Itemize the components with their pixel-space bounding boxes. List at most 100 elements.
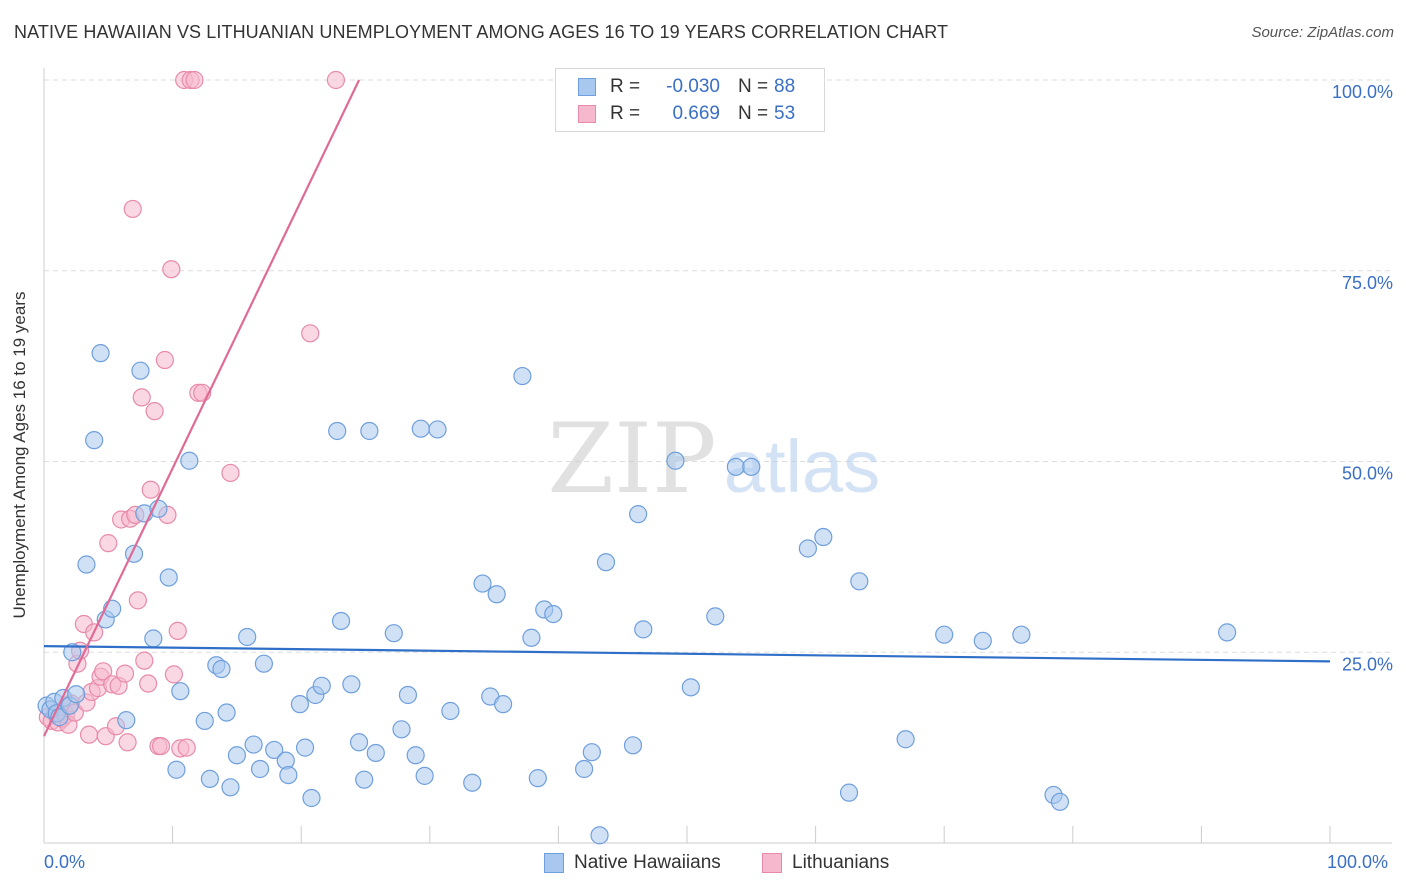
point-native-hawaiian xyxy=(590,826,609,845)
point-native-hawaiian xyxy=(171,682,190,701)
point-native-hawaiian xyxy=(366,743,385,763)
point-native-hawaiian xyxy=(522,628,541,647)
point-native-hawaiian xyxy=(1218,623,1237,642)
point-native-hawaiian xyxy=(473,574,492,593)
point-native-hawaiian xyxy=(582,743,601,762)
watermark: ZIP atlas xyxy=(547,403,880,515)
point-native-hawaiian xyxy=(117,711,136,730)
point-native-hawaiian xyxy=(254,654,274,673)
point-native-hawaiian xyxy=(200,769,219,789)
trendline-lithuanians xyxy=(43,79,361,737)
point-native-hawaiian xyxy=(463,773,482,792)
y-tick-label: 75.0% xyxy=(1342,273,1393,293)
point-native-hawaiian xyxy=(342,675,361,694)
point-lithuanian xyxy=(79,725,99,744)
point-native-hawaiian xyxy=(973,631,992,650)
point-native-hawaiian xyxy=(302,788,321,808)
point-native-hawaiian xyxy=(575,759,594,779)
point-native-hawaiian xyxy=(441,701,460,721)
point-lithuanian xyxy=(118,733,137,752)
point-native-hawaiian xyxy=(634,620,653,639)
legend-n-label: N = xyxy=(738,76,769,97)
legend-r-label: R = xyxy=(610,76,641,97)
legend-r-value: 0.669 xyxy=(672,103,720,124)
point-native-hawaiian xyxy=(544,604,563,624)
point-lithuanian xyxy=(164,665,183,684)
y-tick-labels: 25.0% 50.0% 75.0% 100.0% xyxy=(1332,82,1393,674)
point-native-hawaiian xyxy=(398,685,418,705)
point-lithuanian xyxy=(99,534,118,553)
point-native-hawaiian xyxy=(487,585,506,604)
point-native-hawaiian xyxy=(67,685,86,704)
point-lithuanian xyxy=(132,388,151,407)
legend-r-value: -0.030 xyxy=(666,76,720,97)
point-native-hawaiian xyxy=(392,720,411,739)
point-native-hawaiian xyxy=(221,778,240,797)
point-native-hawaiian xyxy=(77,555,96,574)
legend-swatch-pink xyxy=(578,105,596,123)
point-native-hawaiian xyxy=(159,568,178,587)
point-native-hawaiian xyxy=(411,419,430,438)
point-lithuanian xyxy=(94,662,113,681)
point-native-hawaiian xyxy=(1050,792,1070,811)
point-native-hawaiian xyxy=(244,735,263,754)
legend-row-lithuanians: R = 0.669 N = 53 xyxy=(578,102,795,126)
point-native-hawaiian xyxy=(623,736,643,755)
trendline-native-hawaiians xyxy=(43,645,1331,663)
point-lithuanian xyxy=(115,664,135,683)
point-native-hawaiian xyxy=(290,695,310,714)
point-lithuanian xyxy=(123,199,142,219)
point-native-hawaiian xyxy=(238,627,257,647)
point-native-hawaiian xyxy=(355,770,374,789)
point-native-hawaiian xyxy=(681,678,700,697)
point-native-hawaiian xyxy=(144,629,163,648)
point-lithuanian xyxy=(141,480,160,499)
legend-r-label: R = xyxy=(610,103,641,124)
point-native-hawaiian xyxy=(279,765,298,785)
point-native-hawaiian xyxy=(349,733,369,752)
legend-n-value: 53 xyxy=(774,103,796,124)
point-lithuanian xyxy=(185,70,204,90)
point-native-hawaiian xyxy=(528,769,547,788)
legend-row-native-hawaiians: R = -0.030 N = 88 xyxy=(578,75,795,99)
point-native-hawaiian xyxy=(1012,625,1031,644)
legend-swatch-blue xyxy=(578,78,596,96)
point-native-hawaiian xyxy=(513,366,532,386)
point-native-hawaiian xyxy=(328,421,347,441)
gridlines xyxy=(44,79,1392,653)
point-native-hawaiian xyxy=(798,539,817,558)
y-tick-label: 100.0% xyxy=(1332,82,1393,102)
point-native-hawaiian xyxy=(935,625,954,644)
legend-item-swatch xyxy=(762,853,782,873)
legend-item-label: Native Hawaiians xyxy=(574,852,721,873)
y-tick-label: 50.0% xyxy=(1342,464,1393,484)
point-native-hawaiian xyxy=(265,740,284,760)
point-lithuanian xyxy=(221,463,240,483)
axes xyxy=(43,68,1392,844)
point-native-hawaiian xyxy=(195,711,214,731)
point-native-hawaiian xyxy=(167,760,186,779)
point-native-hawaiian xyxy=(180,451,199,470)
point-native-hawaiian xyxy=(384,624,403,643)
chart-title: NATIVE HAWAIIAN VS LITHUANIAN UNEMPLOYME… xyxy=(14,22,949,42)
legend-item-lithuanians: Lithuanians xyxy=(762,852,889,874)
point-native-hawaiian xyxy=(312,676,331,695)
point-native-hawaiian xyxy=(91,344,110,363)
point-lithuanian xyxy=(301,324,320,343)
legend-item-native-hawaiians: Native Hawaiians xyxy=(544,852,721,874)
source-label: Source: ZipAtlas.com xyxy=(1251,24,1394,41)
point-lithuanian xyxy=(162,260,181,279)
point-lithuanian xyxy=(128,591,147,610)
point-lithuanian xyxy=(177,738,196,757)
point-native-hawaiian xyxy=(415,766,434,785)
point-native-hawaiian xyxy=(742,457,761,476)
x-tick-label-min: 0.0% xyxy=(44,852,86,872)
point-native-hawaiian xyxy=(331,611,351,631)
point-lithuanian xyxy=(145,402,164,421)
point-lithuanian xyxy=(168,621,187,640)
correlation-legend: R = -0.030 N = 88 R = 0.669 N = 53 xyxy=(555,68,825,132)
legend-n-label: N = xyxy=(738,103,769,124)
point-native-hawaiian xyxy=(217,703,236,722)
point-native-hawaiian xyxy=(406,746,425,765)
